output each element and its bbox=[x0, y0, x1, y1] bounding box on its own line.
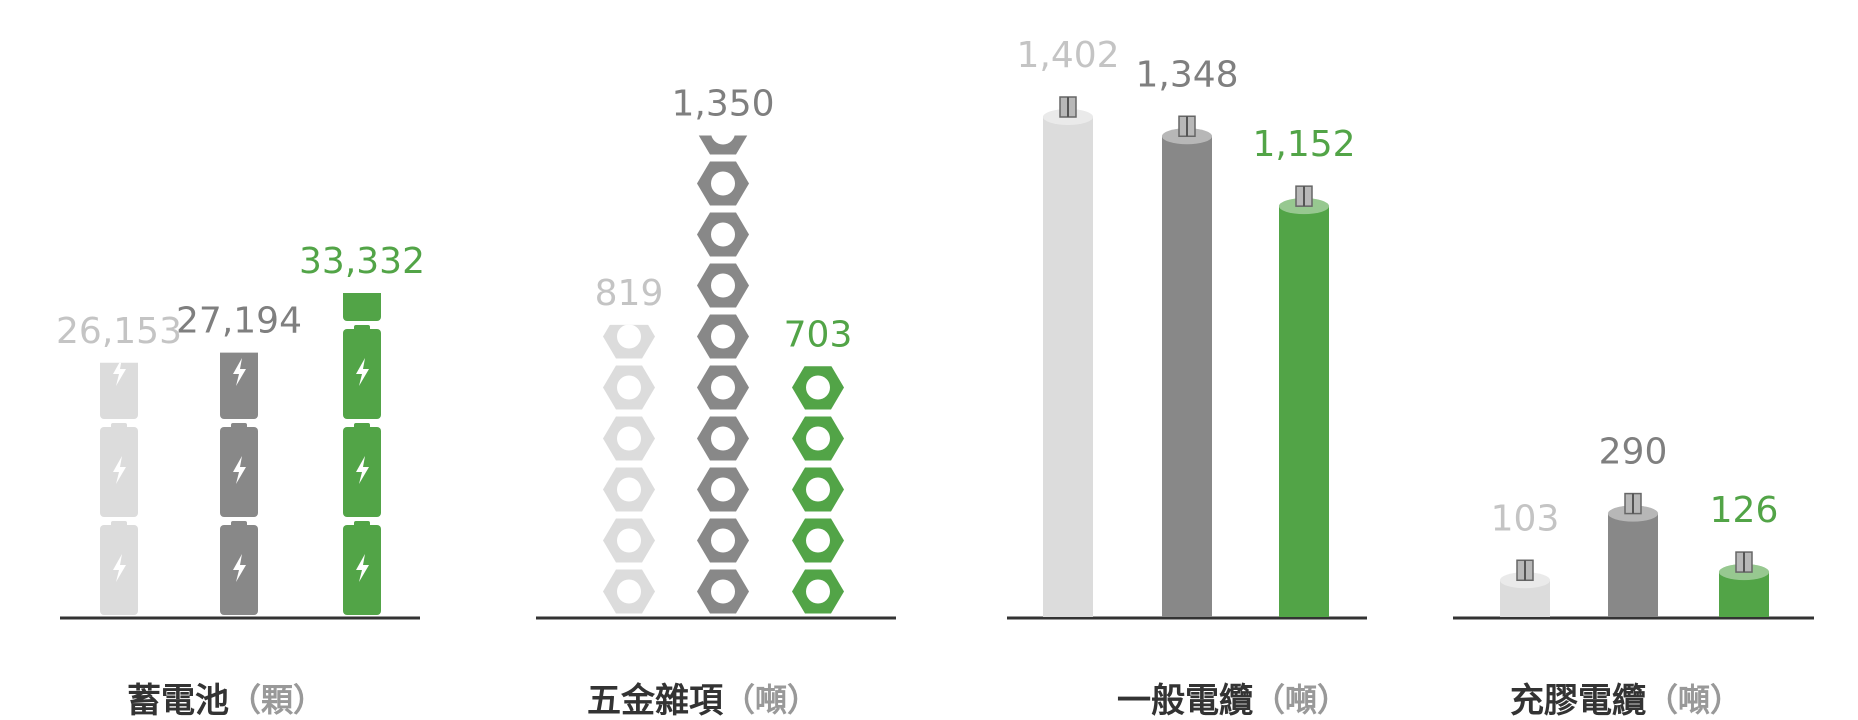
nut-hole bbox=[617, 375, 641, 400]
bolt bbox=[356, 554, 369, 582]
bolt bbox=[356, 456, 369, 484]
nut-hole bbox=[617, 579, 641, 604]
battery-cell bbox=[100, 362, 138, 419]
battery-nub bbox=[231, 423, 247, 429]
battery-nub bbox=[354, 129, 370, 135]
battery-cell bbox=[343, 133, 381, 223]
battery-nub bbox=[111, 423, 127, 429]
nut-hole bbox=[617, 477, 641, 502]
nut-hole bbox=[711, 324, 735, 349]
value-label: 1,402 bbox=[1016, 35, 1119, 76]
battery-nub bbox=[231, 521, 247, 527]
nut-hole bbox=[711, 171, 735, 196]
battery-cell bbox=[100, 231, 138, 321]
battery-nub bbox=[111, 521, 127, 527]
nut-hole bbox=[711, 222, 735, 247]
nut-hole bbox=[711, 375, 735, 400]
nut-hole bbox=[806, 579, 830, 604]
unit-text: （噸） bbox=[1253, 681, 1349, 719]
bolt bbox=[113, 456, 126, 484]
nut-hole bbox=[617, 528, 641, 553]
bar bbox=[220, 227, 258, 615]
battery-nub bbox=[231, 227, 247, 233]
nut-hole bbox=[711, 477, 735, 502]
nut-hole bbox=[617, 426, 641, 451]
title-text: 一般電纜 bbox=[1117, 681, 1253, 720]
bar bbox=[343, 129, 381, 615]
battery-cell bbox=[220, 352, 258, 419]
value-label: 819 bbox=[595, 273, 664, 314]
bolt bbox=[356, 162, 369, 190]
cable-body bbox=[1043, 117, 1093, 617]
battery-nub bbox=[354, 521, 370, 527]
bar bbox=[1608, 513, 1658, 617]
nut-hole bbox=[806, 528, 830, 553]
nut bbox=[698, 135, 748, 155]
nut-hole bbox=[711, 528, 735, 553]
bar bbox=[1043, 117, 1093, 617]
unit-text: （噸） bbox=[1646, 681, 1742, 719]
value-label: 703 bbox=[784, 314, 853, 355]
nut-hole bbox=[617, 324, 641, 349]
value-label: 126 bbox=[1710, 490, 1779, 531]
value-label: 103 bbox=[1491, 498, 1560, 539]
nut-hole bbox=[806, 375, 830, 400]
bolt bbox=[233, 260, 246, 288]
nut-hole bbox=[711, 579, 735, 604]
title-text: 五金雜項 bbox=[587, 681, 724, 720]
value-label: 27,194 bbox=[176, 301, 302, 342]
value-label: 1,152 bbox=[1252, 124, 1355, 165]
panel-title: 蓄電池（顆） bbox=[127, 681, 325, 720]
title-text: 蓄電池 bbox=[127, 681, 229, 720]
bar bbox=[1162, 136, 1212, 617]
unit-text: （噸） bbox=[723, 681, 819, 719]
nut-hole bbox=[711, 273, 735, 298]
bolt bbox=[233, 358, 246, 386]
bar bbox=[603, 324, 655, 614]
bolt bbox=[356, 358, 369, 386]
nut-hole bbox=[806, 477, 830, 502]
bar bbox=[792, 366, 844, 614]
title-text: 充膠電纜 bbox=[1510, 681, 1646, 720]
bar bbox=[697, 135, 749, 614]
value-label: 1,348 bbox=[1135, 54, 1238, 95]
battery-nub bbox=[354, 423, 370, 429]
panel-title: 五金雜項（噸） bbox=[587, 681, 819, 720]
bar bbox=[100, 227, 138, 615]
nut-hole bbox=[711, 135, 735, 145]
value-label: 1,350 bbox=[671, 84, 774, 125]
panel-title: 一般電纜（噸） bbox=[1117, 681, 1349, 720]
bar bbox=[1279, 206, 1329, 617]
bolt bbox=[113, 362, 126, 386]
value-label: 33,332 bbox=[299, 241, 425, 282]
unit-text: （顆） bbox=[229, 681, 325, 719]
bolt bbox=[113, 260, 126, 288]
value-label: 26,153 bbox=[56, 311, 182, 352]
cable-body bbox=[1279, 206, 1329, 617]
bolt bbox=[233, 554, 246, 582]
nut-hole bbox=[806, 426, 830, 451]
battery-cell bbox=[343, 293, 381, 321]
battery-nub bbox=[111, 227, 127, 233]
battery-nub bbox=[354, 325, 370, 331]
cable-body bbox=[1162, 136, 1212, 617]
bolt bbox=[233, 456, 246, 484]
value-label: 290 bbox=[1599, 432, 1668, 473]
bolt bbox=[113, 554, 126, 582]
battery-nub bbox=[354, 227, 370, 233]
cable-body bbox=[1608, 513, 1658, 617]
nut-hole bbox=[711, 426, 735, 451]
panel-title: 充膠電纜（噸） bbox=[1510, 681, 1742, 720]
